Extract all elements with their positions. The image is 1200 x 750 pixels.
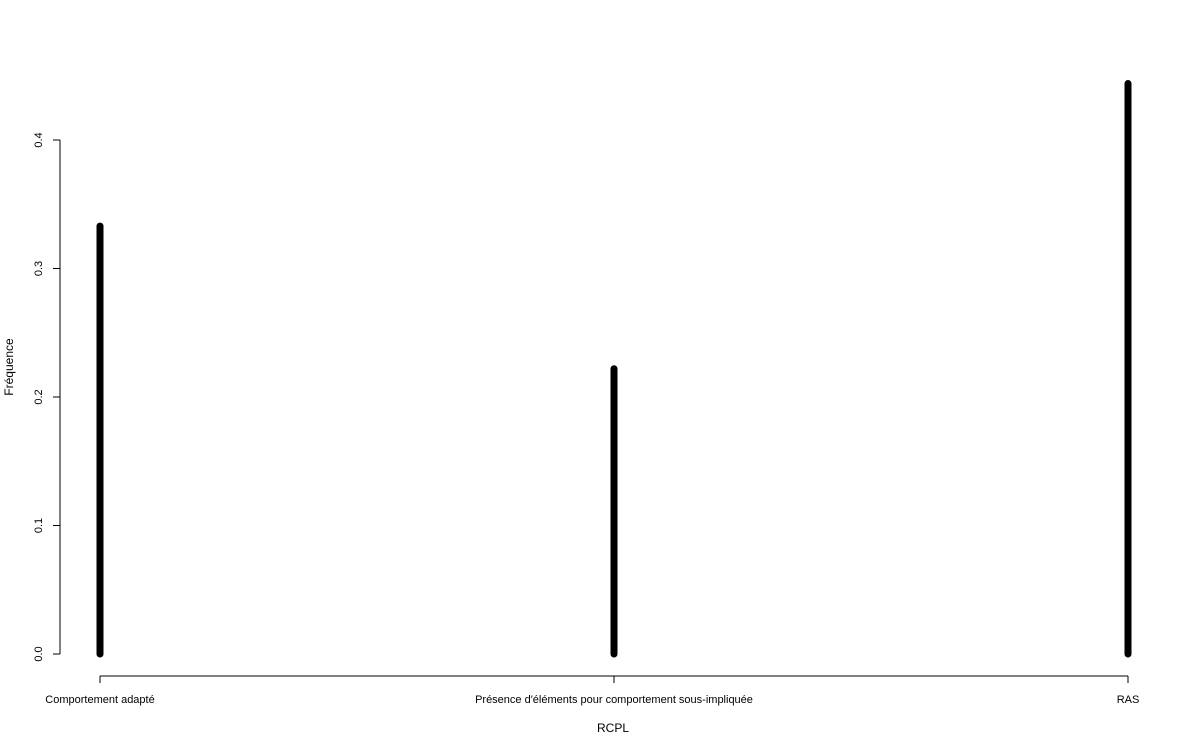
x-tick-label: Présence d'éléments pour comportement so…	[475, 694, 753, 706]
y-axis-title: Fréquence	[2, 338, 16, 396]
y-tick-label: 0.2	[33, 389, 45, 404]
y-axis: 0.0 0.1 0.2 0.3 0.4	[33, 132, 61, 662]
y-tick-label: 0.0	[33, 646, 45, 661]
x-tick-label: RAS	[1117, 694, 1140, 706]
y-tick-label: 0.1	[33, 518, 45, 533]
y-tick-label: 0.4	[33, 132, 45, 147]
x-axis: Comportement adapté Présence d'éléments p…	[45, 675, 1140, 706]
x-tick-label: Comportement adapté	[45, 694, 154, 706]
y-tick-label: 0.3	[33, 261, 45, 276]
x-axis-title: RCPL	[597, 721, 629, 735]
bars	[96, 79, 1132, 658]
